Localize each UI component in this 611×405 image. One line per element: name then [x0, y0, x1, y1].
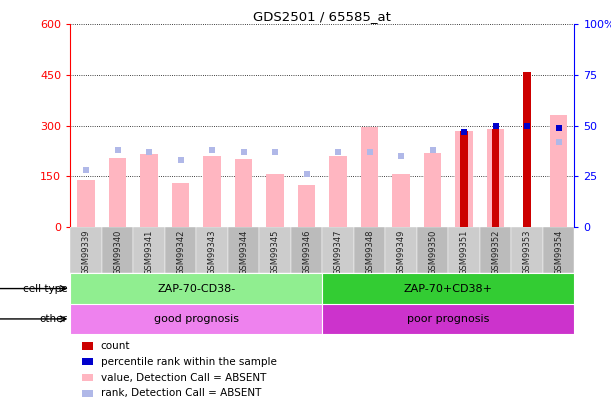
- Bar: [480, 227, 511, 273]
- Bar: [266, 175, 284, 227]
- Text: GSM99346: GSM99346: [302, 229, 311, 275]
- Text: GSM99344: GSM99344: [239, 229, 248, 275]
- Bar: [323, 304, 574, 334]
- Bar: [361, 127, 378, 227]
- Bar: [323, 227, 354, 273]
- Bar: [492, 129, 499, 227]
- Bar: [550, 115, 567, 227]
- Bar: [329, 156, 346, 227]
- Bar: [203, 156, 221, 227]
- Bar: [487, 129, 504, 227]
- Text: GSM99343: GSM99343: [208, 229, 216, 275]
- Text: count: count: [101, 341, 130, 351]
- Text: GSM99340: GSM99340: [113, 229, 122, 275]
- Text: good prognosis: good prognosis: [154, 314, 239, 324]
- Bar: [102, 227, 133, 273]
- Bar: [172, 183, 189, 227]
- Bar: [354, 227, 386, 273]
- Bar: [323, 273, 574, 304]
- Bar: [523, 72, 531, 227]
- Text: GSM99353: GSM99353: [522, 229, 532, 275]
- Text: poor prognosis: poor prognosis: [407, 314, 489, 324]
- Bar: [511, 227, 543, 273]
- Text: ZAP-70+CD38+: ZAP-70+CD38+: [404, 284, 493, 294]
- Text: GSM99348: GSM99348: [365, 229, 374, 275]
- Text: GSM99354: GSM99354: [554, 229, 563, 275]
- Bar: [386, 227, 417, 273]
- Bar: [141, 154, 158, 227]
- Title: GDS2501 / 65585_at: GDS2501 / 65585_at: [254, 10, 391, 23]
- Bar: [70, 227, 102, 273]
- Text: GSM99352: GSM99352: [491, 229, 500, 275]
- Bar: [392, 175, 410, 227]
- Text: value, Detection Call = ABSENT: value, Detection Call = ABSENT: [101, 373, 266, 383]
- Text: ZAP-70-CD38-: ZAP-70-CD38-: [157, 284, 235, 294]
- Text: GSM99350: GSM99350: [428, 229, 437, 275]
- Bar: [70, 273, 323, 304]
- Bar: [455, 130, 473, 227]
- Text: other: other: [39, 314, 67, 324]
- Bar: [235, 159, 252, 227]
- Bar: [78, 179, 95, 227]
- Text: GSM99339: GSM99339: [81, 229, 90, 275]
- Bar: [448, 227, 480, 273]
- Bar: [298, 185, 315, 227]
- Text: GSM99345: GSM99345: [271, 229, 280, 275]
- Text: percentile rank within the sample: percentile rank within the sample: [101, 357, 277, 367]
- Bar: [109, 158, 126, 227]
- Text: GSM99341: GSM99341: [145, 229, 153, 275]
- Bar: [291, 227, 323, 273]
- Bar: [417, 227, 448, 273]
- Text: GSM99351: GSM99351: [459, 229, 469, 275]
- Bar: [460, 131, 468, 227]
- Bar: [543, 227, 574, 273]
- Bar: [70, 304, 323, 334]
- Text: GSM99349: GSM99349: [397, 229, 406, 275]
- Bar: [228, 227, 259, 273]
- Bar: [133, 227, 165, 273]
- Text: rank, Detection Call = ABSENT: rank, Detection Call = ABSENT: [101, 388, 261, 398]
- Text: GSM99342: GSM99342: [176, 229, 185, 275]
- Bar: [259, 227, 291, 273]
- Bar: [424, 153, 441, 227]
- Text: GSM99347: GSM99347: [334, 229, 343, 275]
- Text: cell type: cell type: [23, 284, 67, 294]
- Bar: [196, 227, 228, 273]
- Bar: [165, 227, 196, 273]
